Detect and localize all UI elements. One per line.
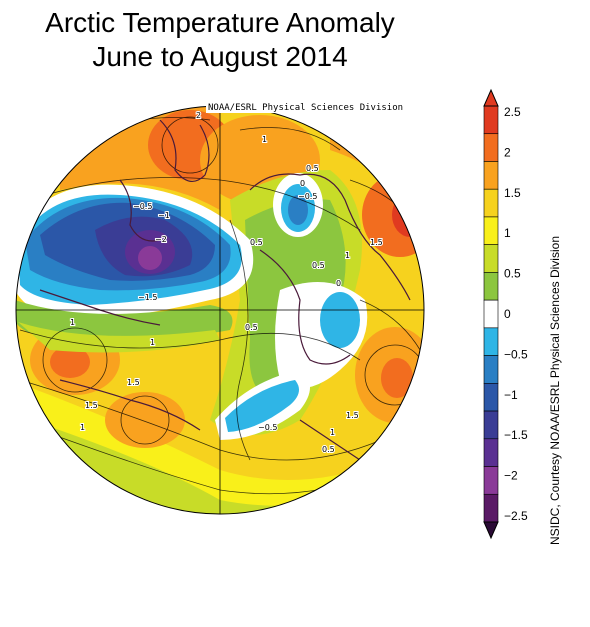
contour-label: 1.5 [346,411,359,420]
colorbar-tick-label: −2.5 [504,509,528,523]
colorbar-tick-label: −1.5 [504,428,528,442]
colorbar-bottom-arrow [483,521,499,540]
title-line-1: Arctic Temperature Anomaly [45,7,395,38]
colorbar-tick-label: −2 [504,469,518,483]
colorbar-swatch [483,188,499,218]
contour-label: 1 [80,423,85,432]
colorbar-tick-label: 2 [504,145,511,159]
colorbar: 2.5 2 1.5 1 0.5 0 −0.5 −1 −1.5 −2 −2.5 [483,88,528,540]
colorbar-swatch [483,272,499,301]
contour-label: 0 [336,279,341,288]
colorbar-swatch [483,161,499,190]
colorbar-tick-label: −1 [504,388,518,402]
colorbar-swatch [483,105,499,135]
contour-label: 1 [262,135,267,144]
contour-label: 0.5 [312,261,325,270]
colorbar-swatch [483,438,499,467]
contour-label: 0.5 [250,238,263,247]
colorbar-swatch [483,327,499,356]
colorbar-swatch [483,383,499,412]
title-line-2: June to August 2014 [92,41,348,72]
colorbar-swatch [483,299,499,329]
colorbar-tick-label: 0.5 [504,267,521,281]
map-title: Arctic Temperature Anomaly June to Augus… [0,6,440,74]
contour-label: 0.5 [245,323,258,332]
contour-label: 1.5 [370,238,383,247]
colorbar-swatch [483,410,499,440]
source-credit-top: NOAA/ESRL Physical Sciences Division [206,103,406,113]
contour-label: −0.5 [133,202,152,211]
contour-label: 1 [330,428,335,437]
contour-label: −1.5 [138,293,157,302]
contour-label: 0 [300,179,305,188]
colorbar-swatch [483,133,499,162]
contour-labels: 210.50−0.5−1−2−1.50.5 1.510.5−0.51.511.51… [69,110,384,455]
contour-label: −2 [155,235,167,244]
colorbar-swatch [483,466,499,495]
contour-label: 1 [345,251,350,260]
colorbar-tick-label: 2.5 [504,105,521,119]
contour-label: −1 [158,211,170,220]
contour-label: −0.5 [298,192,317,201]
contour-label: 1.5 [85,401,98,410]
contour-label: 0.5 [306,164,319,173]
contour-label: 1.5 [127,378,140,387]
colorbar-top-arrow [483,88,499,107]
colorbar-swatch [483,493,499,523]
colorbar-tick-label: 1 [504,226,511,240]
colorbar-tick-label: −0.5 [504,347,528,361]
contour-label: 0.5 [322,445,335,454]
colorbar-swatch [483,355,499,384]
colorbar-swatch [483,216,499,245]
contour-label: −0.5 [258,423,277,432]
anomaly-field [16,106,424,514]
colorbar-tick-label: 1.5 [504,186,521,200]
colorbar-swatch [483,244,499,273]
contour-label: 1 [150,338,155,347]
contour-label: 1 [70,318,75,327]
side-credit: NSIDC, Courtesy NOAA/ESRL Physical Scien… [548,236,562,545]
colorbar-tick-label: 0 [504,307,511,321]
contour-label: 2 [196,111,201,120]
